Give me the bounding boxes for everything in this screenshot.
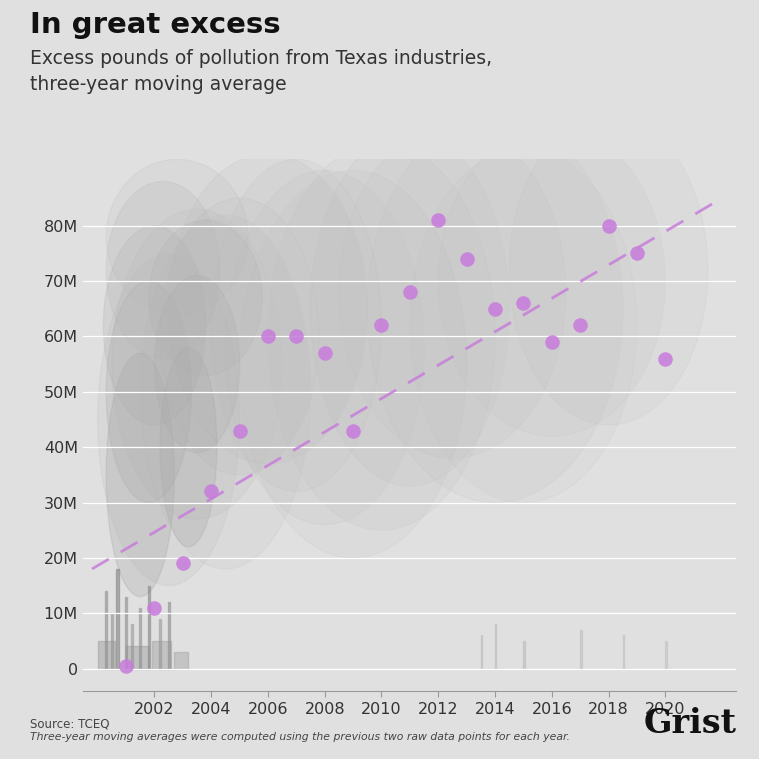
- Ellipse shape: [438, 126, 666, 436]
- Bar: [131, 624, 133, 669]
- Point: [432, 214, 444, 226]
- Point: [319, 347, 331, 359]
- Point: [546, 336, 558, 348]
- Ellipse shape: [225, 171, 424, 524]
- Ellipse shape: [112, 209, 282, 519]
- Ellipse shape: [106, 181, 219, 359]
- Ellipse shape: [211, 159, 382, 492]
- Bar: [495, 624, 496, 669]
- Bar: [116, 569, 119, 669]
- Bar: [98, 641, 115, 669]
- Point: [376, 320, 388, 332]
- Ellipse shape: [106, 159, 248, 314]
- Point: [660, 352, 672, 365]
- Bar: [622, 635, 624, 669]
- Point: [518, 298, 530, 310]
- Text: Excess pounds of pollution from Texas industries,
three-year moving average: Excess pounds of pollution from Texas in…: [30, 49, 493, 94]
- Ellipse shape: [168, 154, 367, 464]
- Ellipse shape: [103, 226, 206, 425]
- Ellipse shape: [106, 281, 191, 502]
- Ellipse shape: [154, 276, 240, 452]
- Ellipse shape: [509, 115, 708, 425]
- Ellipse shape: [410, 148, 637, 502]
- Bar: [139, 608, 141, 669]
- Ellipse shape: [140, 215, 310, 569]
- Bar: [175, 652, 188, 669]
- Bar: [105, 591, 107, 669]
- Point: [120, 660, 132, 672]
- Ellipse shape: [149, 220, 263, 375]
- Text: Source: TCEQ: Source: TCEQ: [30, 717, 110, 730]
- Point: [489, 303, 501, 315]
- Ellipse shape: [310, 132, 509, 486]
- Point: [631, 247, 643, 260]
- Point: [290, 330, 302, 342]
- Bar: [126, 647, 149, 669]
- Ellipse shape: [160, 198, 319, 475]
- Text: Grist: Grist: [643, 707, 736, 740]
- Point: [205, 486, 217, 498]
- Ellipse shape: [268, 143, 495, 531]
- Ellipse shape: [98, 254, 240, 585]
- Bar: [148, 585, 150, 669]
- Bar: [159, 619, 161, 669]
- Ellipse shape: [240, 171, 467, 558]
- Text: In great excess: In great excess: [30, 11, 281, 39]
- Ellipse shape: [106, 353, 175, 597]
- Point: [234, 424, 246, 436]
- Point: [574, 320, 586, 332]
- Point: [603, 220, 615, 232]
- Ellipse shape: [160, 348, 217, 546]
- Point: [461, 253, 473, 265]
- Text: Three-year moving averages were computed using the previous two raw data points : Three-year moving averages were computed…: [30, 732, 570, 742]
- Ellipse shape: [339, 126, 566, 458]
- Bar: [480, 635, 482, 669]
- Point: [262, 330, 274, 342]
- Bar: [125, 597, 127, 669]
- Bar: [580, 630, 581, 669]
- Point: [347, 424, 359, 436]
- Point: [177, 557, 189, 569]
- Bar: [152, 641, 172, 669]
- Bar: [111, 613, 113, 669]
- Point: [404, 286, 416, 298]
- Point: [148, 602, 160, 614]
- Ellipse shape: [367, 115, 622, 502]
- Bar: [168, 602, 169, 669]
